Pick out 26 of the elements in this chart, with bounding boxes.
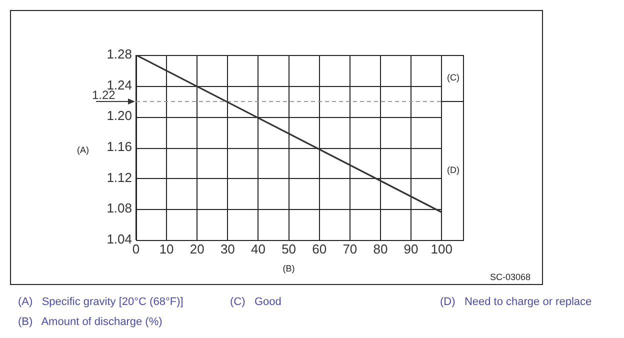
y-tick-label: 1.12 xyxy=(106,170,132,185)
x-axis-title: (B) xyxy=(282,263,295,274)
x-tick-label: 20 xyxy=(190,241,204,256)
x-tick-label: 30 xyxy=(220,241,235,256)
x-tick-label: 0 xyxy=(132,241,140,256)
text: (D) Need to charge or replace xyxy=(440,296,592,308)
x-tick-label: 80 xyxy=(373,241,388,256)
x-tick-label: 50 xyxy=(282,241,296,256)
text: SC-03068 xyxy=(490,272,531,282)
annotation: (C) xyxy=(447,72,460,83)
y-tick-label: 1.04 xyxy=(106,232,132,247)
y-axis-title: (A) xyxy=(77,144,89,155)
annotation: (D) xyxy=(447,165,460,176)
text: (B) Amount of discharge (%) xyxy=(18,316,162,328)
x-tick-label: 100 xyxy=(430,241,452,256)
y-tick-label: 1.20 xyxy=(106,108,132,124)
y-tick-label: 1.08 xyxy=(106,200,132,216)
x-tick-label: 40 xyxy=(251,241,266,256)
text: (C) Good xyxy=(230,296,282,308)
x-tick-label: 60 xyxy=(312,241,327,256)
x-tick-label: 70 xyxy=(342,241,358,256)
y-tick-label: 1.16 xyxy=(106,139,132,154)
y-tick-label: 1.28 xyxy=(106,46,132,62)
text: (A) Specific gravity [20°C (68°F)] xyxy=(18,296,184,308)
x-tick-label: 90 xyxy=(404,241,418,256)
x-tick-label: 10 xyxy=(159,241,174,256)
